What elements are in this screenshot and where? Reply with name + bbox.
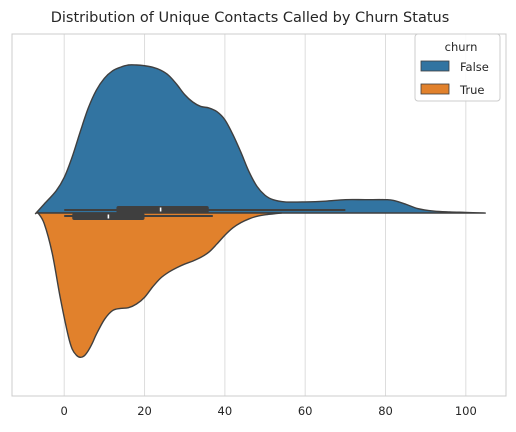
x-tick-label-40: 40 xyxy=(218,404,233,418)
legend-label-false: False xyxy=(460,60,489,74)
iqr-box-false xyxy=(116,206,208,213)
chart-title: Distribution of Unique Contacts Called b… xyxy=(51,10,450,26)
legend-swatch-false xyxy=(421,61,449,71)
x-tick-label-60: 60 xyxy=(298,404,313,418)
legend-title: churn xyxy=(445,40,478,54)
x-tick-label-0: 0 xyxy=(61,404,68,418)
x-tick-labels: 0 20 40 60 80 100 xyxy=(61,404,477,418)
legend-label-true: True xyxy=(459,83,484,97)
x-tick-label-20: 20 xyxy=(137,404,152,418)
x-tick-label-80: 80 xyxy=(378,404,393,418)
legend: churn False True xyxy=(415,34,500,101)
x-tick-label-100: 100 xyxy=(455,404,477,418)
legend-swatch-true xyxy=(421,84,449,94)
